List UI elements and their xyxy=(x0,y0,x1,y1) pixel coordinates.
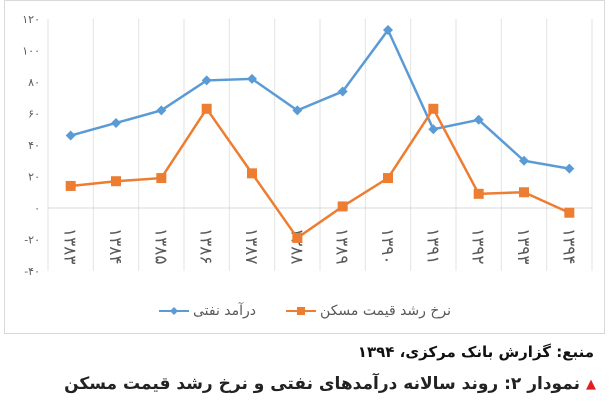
data-point xyxy=(292,105,303,116)
x-tick-label: ۱۳۹۴ xyxy=(558,228,578,265)
data-point xyxy=(201,103,212,114)
series-line xyxy=(70,27,570,170)
y-tick-label: ۱۰۰ xyxy=(22,45,40,58)
x-tick-label: ۱۳۸۷ xyxy=(241,228,261,265)
y-tick-label: ۸۰ xyxy=(28,76,40,89)
data-point xyxy=(247,168,257,179)
x-tick-label: ۱۳۹۳ xyxy=(513,228,533,265)
chart-frame xyxy=(4,0,605,334)
data-point xyxy=(564,163,575,174)
data-point xyxy=(564,207,575,218)
square-marker-icon xyxy=(286,307,317,315)
data-point xyxy=(65,180,76,191)
data-point xyxy=(383,173,393,184)
x-tick-label: ۱۳۹۰ xyxy=(377,228,397,265)
legend-item-housing: نرخ رشد قیمت مسکن xyxy=(286,303,451,319)
x-tick-label: ۱۳۹۲ xyxy=(468,228,488,265)
line-chart: -۴۰ -۲۰ ۰ ۲۰ ۴۰ ۶۰ ۸۰ ۱۰۰ ۱۲۰ ۱۳۸۳ ۱۳۸۴ ۱۳۸۵ ۱۳۸۶ ۱۳۸… xyxy=(22,13,593,278)
data-point xyxy=(428,124,439,135)
legend-item-oil: درآمد نفتی xyxy=(158,303,257,319)
data-point xyxy=(156,105,167,116)
data-point xyxy=(156,173,167,184)
y-tick-label: ۶۰ xyxy=(28,108,40,121)
legend-label-oil: درآمد نفتی xyxy=(192,303,257,319)
data-point xyxy=(428,103,439,114)
x-tick-label: ۱۳۸۴ xyxy=(105,228,125,265)
data-point xyxy=(111,176,121,187)
source-note: منبع: گزارش بانک مرکزی، ۱۳۹۴ xyxy=(357,343,594,361)
data-point xyxy=(292,232,303,243)
data-point xyxy=(519,155,529,166)
data-point xyxy=(383,25,393,36)
data-point xyxy=(473,188,484,199)
y-tick-label: ۲۰ xyxy=(28,171,40,184)
x-tick-label: ۱۳۸۵ xyxy=(150,228,170,265)
data-point xyxy=(111,117,121,128)
data-point xyxy=(473,114,484,125)
x-tick-label: ۱۳۹۱ xyxy=(422,228,442,265)
data-point xyxy=(65,130,76,141)
data-point xyxy=(519,187,529,198)
series-line xyxy=(70,106,570,240)
diamond-marker-icon xyxy=(158,307,189,315)
data-point xyxy=(201,75,212,86)
caption-text: نمودار ۲: روند سالانه درآمدهای نفتی و نر… xyxy=(64,374,580,394)
y-tick-label: ۱۲۰ xyxy=(22,13,40,26)
data-point xyxy=(337,201,348,212)
legend: نرخ رشد قیمت مسکن درآمد نفتی xyxy=(0,303,610,319)
x-tick-label: ۱۳۸۶ xyxy=(196,228,216,265)
x-tick-label: ۱۳۸۳ xyxy=(60,228,80,265)
figure-caption: ▲ نمودار ۲: روند سالانه درآمدهای نفتی و … xyxy=(64,374,596,394)
y-tick-label: -۲۰ xyxy=(24,234,40,247)
triangle-icon: ▲ xyxy=(586,376,596,392)
y-tick-label: ۴۰ xyxy=(28,139,40,152)
y-tick-label: ۰ xyxy=(34,202,40,215)
data-point xyxy=(337,86,348,97)
x-tick-label: ۱۳۸۹ xyxy=(332,228,352,265)
data-point xyxy=(247,73,257,84)
y-tick-label: -۴۰ xyxy=(24,265,40,278)
legend-label-housing: نرخ رشد قیمت مسکن xyxy=(320,303,452,319)
